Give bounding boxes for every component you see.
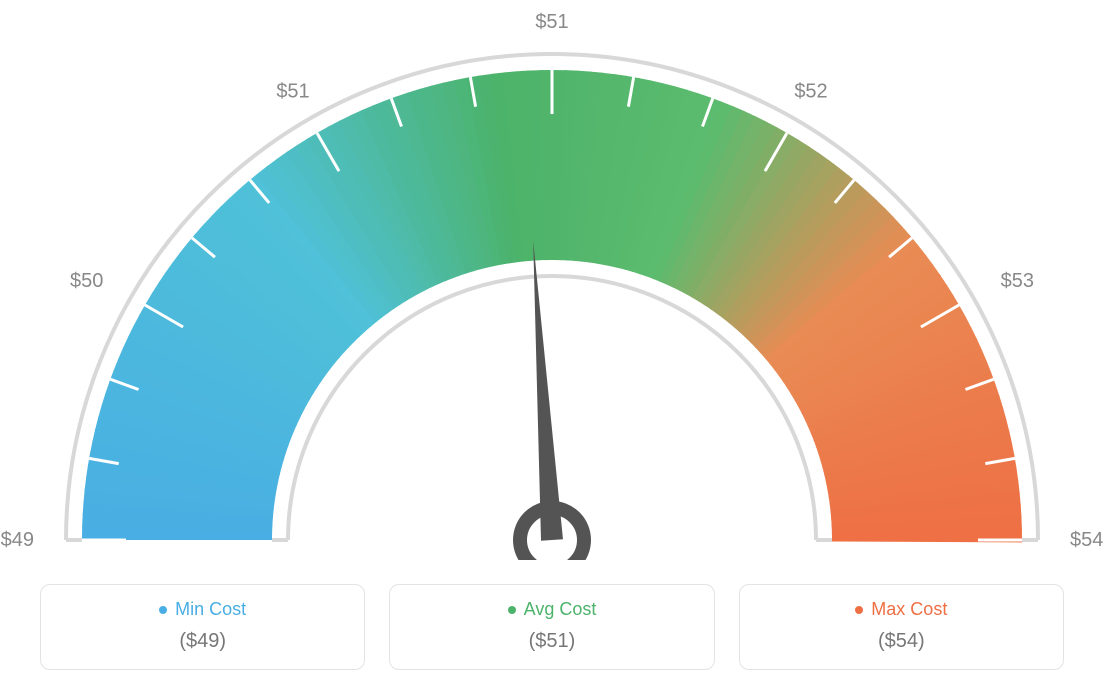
gauge-tick-label: $51 bbox=[276, 80, 309, 102]
legend-label-min: Min Cost bbox=[159, 599, 246, 620]
dot-icon bbox=[855, 606, 863, 614]
legend-card-avg: Avg Cost ($51) bbox=[389, 584, 714, 670]
legend-card-min: Min Cost ($49) bbox=[40, 584, 365, 670]
legend-card-max: Max Cost ($54) bbox=[739, 584, 1064, 670]
gauge-tick-label: $49 bbox=[1, 529, 34, 551]
legend-label-text: Avg Cost bbox=[524, 599, 597, 620]
legend-label-max: Max Cost bbox=[855, 599, 947, 620]
gauge-tick-label: $50 bbox=[70, 270, 103, 292]
gauge-tick-label: $51 bbox=[535, 11, 568, 33]
dot-icon bbox=[159, 606, 167, 614]
legend-value-max: ($54) bbox=[740, 630, 1063, 653]
gauge-needle bbox=[533, 241, 563, 541]
dot-icon bbox=[508, 606, 516, 614]
legend-value-avg: ($51) bbox=[390, 630, 713, 653]
gauge-tick-label: $53 bbox=[1001, 270, 1034, 292]
legend-label-text: Min Cost bbox=[175, 599, 246, 620]
cost-gauge-chart: $49 $50 $51 $51 $52 $53 $54 bbox=[0, 0, 1104, 560]
legend-label-avg: Avg Cost bbox=[508, 599, 597, 620]
legend-row: Min Cost ($49) Avg Cost ($51) Max Cost (… bbox=[40, 584, 1064, 670]
legend-value-min: ($49) bbox=[41, 630, 364, 653]
gauge-tick-label: $52 bbox=[794, 80, 827, 102]
legend-label-text: Max Cost bbox=[871, 599, 947, 620]
gauge-tick-label: $54 bbox=[1070, 529, 1103, 551]
